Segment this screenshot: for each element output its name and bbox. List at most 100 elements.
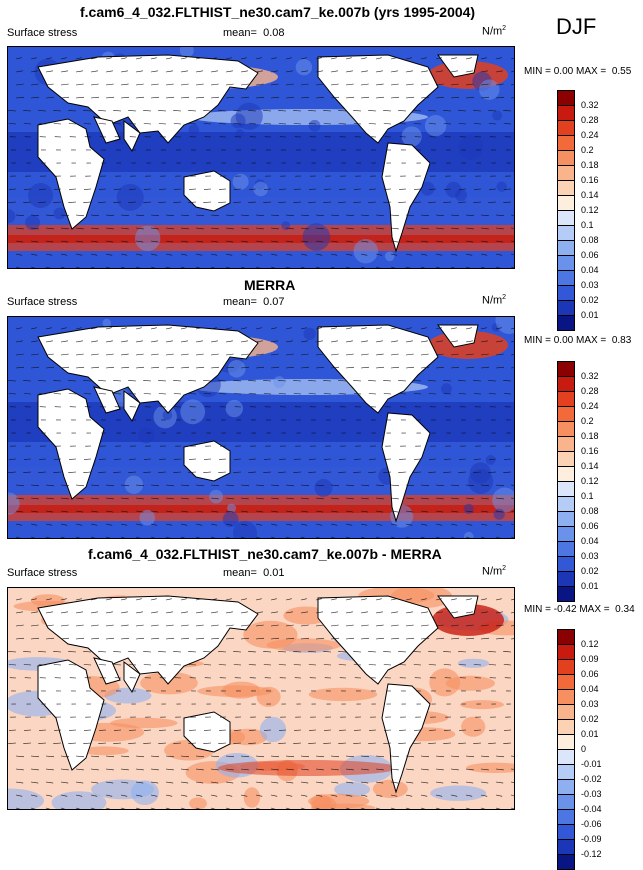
land-mass — [318, 596, 438, 684]
wind-stress-arrow — [301, 328, 307, 329]
colorbar-swatch — [557, 391, 575, 407]
colorbar-swatch — [557, 719, 575, 735]
wind-stress-arrow — [301, 808, 306, 810]
wind-stress-arrow — [106, 756, 114, 757]
wind-stress-arrow — [136, 524, 142, 525]
panel-3-mean: mean= 0.01 — [223, 567, 285, 579]
colorbar-tick-label: 0.09 — [581, 654, 599, 664]
colorbar-swatch — [557, 809, 575, 825]
wind-stress-arrow — [421, 254, 427, 255]
colorbar-tick-label: 0.12 — [581, 639, 599, 649]
wind-stress-arrow — [511, 537, 515, 539]
wind-stress-arrow — [166, 808, 171, 810]
wind-stress-arrow — [46, 808, 51, 810]
land-mass — [318, 325, 438, 413]
wind-stress-arrow — [421, 782, 428, 783]
wind-stress-arrow — [91, 267, 96, 269]
wind-stress-arrow — [429, 665, 436, 666]
wind-stress-arrow — [218, 651, 226, 652]
wind-stress-arrow — [488, 380, 496, 381]
panel-1-title: f.cam6_4_032.FLTHIST_ne30.cam7_ke.007b (… — [80, 4, 475, 20]
wind-stress-arrow — [496, 367, 504, 368]
colorbar-tick-label: 0.04 — [581, 536, 599, 546]
wind-stress-arrow — [361, 524, 367, 525]
wind-stress-arrow — [451, 808, 456, 810]
colorbar-swatch — [557, 749, 575, 765]
panel-1-map — [7, 46, 515, 269]
wind-stress-arrow — [481, 537, 486, 539]
wind-stress-arrow — [511, 267, 515, 269]
wind-stress-arrow — [436, 808, 441, 810]
colorbar-swatch — [557, 496, 575, 512]
wind-stress-arrow — [91, 756, 99, 757]
panel-1-max-label: MAX = — [576, 66, 606, 77]
wind-stress-arrow — [503, 743, 511, 744]
wind-stress-arrow — [121, 254, 127, 255]
wind-stress-arrow — [158, 743, 166, 744]
panel-2-minmax: MIN = 0.00 MAX = 0.83 — [524, 335, 631, 346]
wind-stress-arrow — [443, 110, 451, 111]
wind-stress-arrow — [421, 58, 427, 59]
colorbar-tick-label: -0.12 — [581, 849, 602, 859]
wind-stress-arrow — [61, 58, 67, 59]
wind-stress-arrow — [76, 599, 82, 600]
wind-stress-arrow — [481, 599, 487, 600]
wind-stress-arrow — [436, 782, 443, 783]
wind-stress-arrow — [46, 782, 53, 783]
wind-stress-arrow — [68, 651, 76, 652]
wind-stress-arrow — [218, 110, 226, 111]
wind-stress-arrow — [181, 267, 186, 269]
wind-stress-arrow — [264, 665, 271, 666]
wind-stress-arrow — [76, 267, 81, 269]
colorbar-swatch — [557, 659, 575, 675]
wind-stress-arrow — [121, 769, 129, 770]
panel-1-unit-text: N/m — [482, 26, 502, 38]
field-patch — [281, 221, 290, 230]
wind-stress-arrow — [16, 367, 24, 368]
wind-stress-arrow — [211, 254, 217, 255]
difference-patch — [309, 688, 377, 701]
wind-stress-arrow — [166, 267, 171, 269]
wind-stress-arrow — [226, 254, 232, 255]
wind-stress-arrow — [316, 638, 324, 639]
wind-stress-arrow — [286, 267, 291, 269]
wind-stress-arrow — [263, 651, 271, 652]
wind-stress-arrow — [428, 380, 436, 381]
season-label: DJF — [556, 14, 596, 40]
wind-stress-arrow — [496, 638, 504, 639]
wind-stress-arrow — [286, 808, 291, 810]
panel-3-min-label: MIN = — [524, 604, 551, 615]
wind-stress-arrow — [511, 254, 515, 255]
wind-stress-arrow — [76, 254, 82, 255]
wind-stress-arrow — [309, 665, 316, 666]
colorbar-swatch — [557, 586, 575, 602]
panel-3-title: f.cam6_4_032.FLTHIST_ne30.cam7_ke.007b -… — [88, 546, 442, 562]
wind-stress-arrow — [316, 756, 324, 757]
wind-stress-arrow — [353, 743, 361, 744]
colorbar-swatch — [557, 210, 575, 226]
wind-stress-arrow — [346, 254, 352, 255]
wind-stress-arrow — [76, 328, 82, 329]
wind-stress-arrow — [23, 380, 31, 381]
wind-stress-arrow — [511, 808, 515, 810]
wind-stress-arrow — [324, 665, 331, 666]
wind-stress-arrow — [436, 97, 444, 98]
wind-stress-arrow — [331, 537, 336, 539]
wind-stress-arrow — [443, 380, 451, 381]
wind-stress-arrow — [278, 651, 286, 652]
wind-stress-arrow — [31, 769, 39, 770]
colorbar-swatch — [557, 451, 575, 467]
wind-stress-arrow — [436, 537, 441, 539]
wind-stress-arrow — [459, 124, 466, 125]
wind-stress-arrow — [31, 367, 39, 368]
wind-stress-arrow — [226, 782, 233, 783]
colorbar-tick-label: -0.09 — [581, 834, 602, 844]
colorbar-swatch — [557, 571, 575, 587]
wind-stress-arrow — [511, 782, 515, 783]
wind-stress-arrow — [31, 537, 36, 539]
wind-stress-arrow — [249, 665, 256, 666]
panel-3-unit-sup: 2 — [502, 565, 506, 572]
wind-stress-arrow — [488, 743, 496, 744]
field-patch — [496, 317, 516, 334]
